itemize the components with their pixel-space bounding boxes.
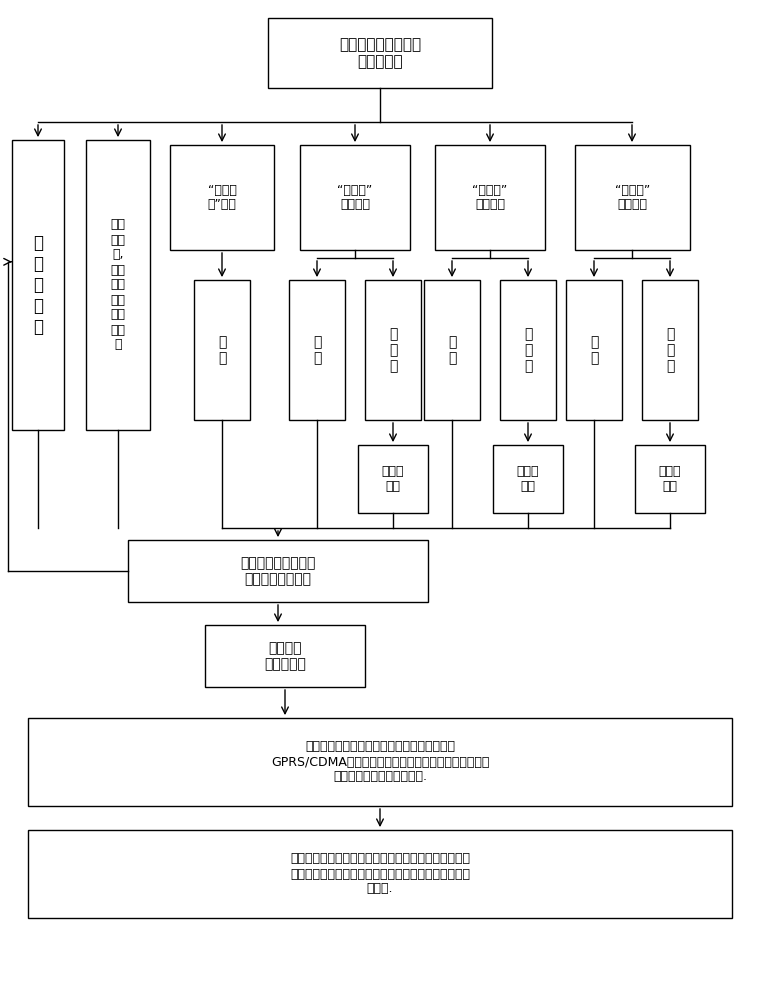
Bar [128,540,428,602]
Bar [300,145,410,250]
Text: 刷
原
充
电
卡: 刷 原 充 电 卡 [33,234,43,336]
Bar [170,145,274,250]
Text: “按费用”
充电模式: “按费用” 充电模式 [615,184,650,212]
Text: “按时间”
充电模式: “按时间” 充电模式 [337,184,372,212]
Text: 充电桩与车辆处于连
接充电状态: 充电桩与车辆处于连 接充电状态 [339,37,421,69]
Bar [28,718,732,806]
Text: 充
满: 充 满 [313,335,321,365]
Text: 未
充
满: 未 充 满 [524,327,532,373]
Text: 到设定
费用: 到设定 费用 [659,465,681,493]
Text: 到设定
电量: 到设定 电量 [517,465,540,493]
Bar [205,625,365,687]
Bar [500,280,556,420]
Text: 到设定
时间: 到设定 时间 [382,465,404,493]
Text: 充
满: 充 满 [448,335,456,365]
Bar [435,145,545,250]
Bar [268,18,492,88]
Bar [575,145,690,250]
Bar [493,445,563,513]
Bar [358,445,428,513]
Bar [566,280,622,420]
Bar [635,445,705,513]
Text: 充电桩根据电表计时、计量、计费信息，通过
GPRS/CDMA信号发送信息到集中式远程费控平台，从该
充电卡账户扣除相应的金额.: 充电桩根据电表计时、计量、计费信息，通过 GPRS/CDMA信号发送信息到集中式… [271,740,489,784]
Bar [28,830,732,918]
Bar [289,280,345,420]
Bar [194,280,250,420]
Bar [86,140,150,430]
Text: “按电量”
充电模式: “按电量” 充电模式 [473,184,508,212]
Text: 充
满: 充 满 [218,335,226,365]
Bar [12,140,64,430]
Bar [365,280,421,420]
Bar [642,280,698,420]
Bar [424,280,480,420]
Text: 充电桩继电器自动断
开电流，停止充电: 充电桩继电器自动断 开电流，停止充电 [240,556,315,586]
Text: 未
充
满: 未 充 满 [389,327,397,373]
Text: 未
充
满: 未 充 满 [666,327,674,373]
Text: 集中式远程费控平台通过供电公司网上缴费接口将该充
电卡账户中扣除的金额缴到该充电桩对应的电表业务号
账户中.: 集中式远程费控平台通过供电公司网上缴费接口将该充 电卡账户中扣除的金额缴到该充电… [290,852,470,896]
Text: 充
满: 充 满 [590,335,598,365]
Text: “充满为
止”模式: “充满为 止”模式 [207,184,236,212]
Text: 停止充电
解锁充电桩: 停止充电 解锁充电桩 [264,641,306,671]
Text: 拔掉
连接
线,
断开
充电
桩与
车辆
的连
接: 拔掉 连接 线, 断开 充电 桩与 车辆 的连 接 [110,219,125,352]
